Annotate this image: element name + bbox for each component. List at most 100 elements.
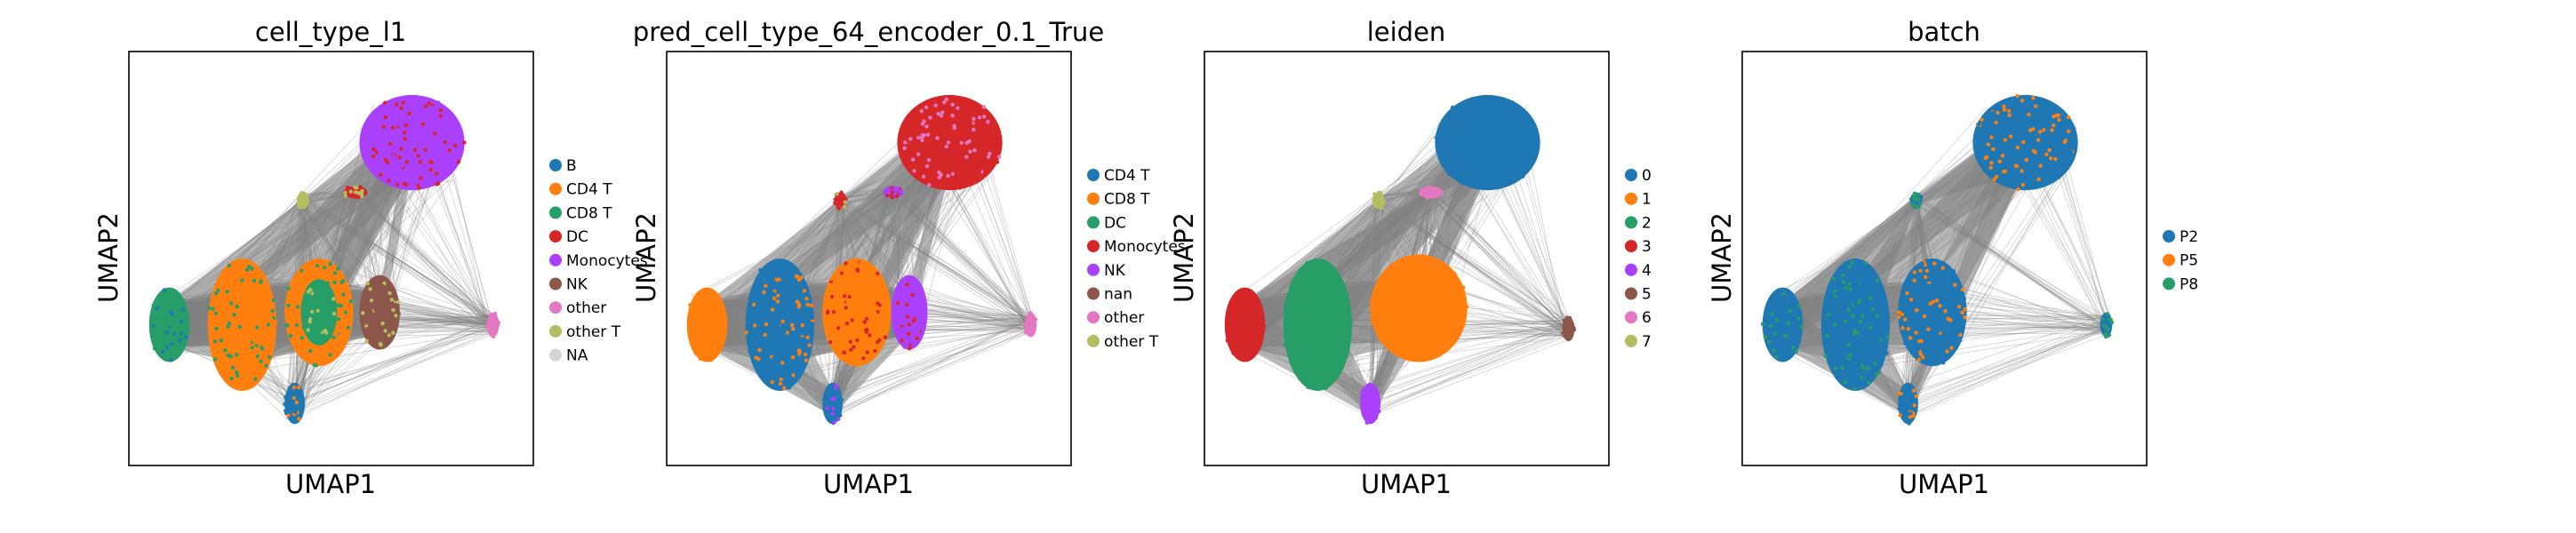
cell-point <box>1379 203 1383 207</box>
cell-point <box>1283 302 1288 306</box>
cell-point <box>353 195 358 199</box>
cell-point <box>419 176 423 180</box>
cell-point <box>449 141 454 146</box>
legend-marker <box>549 277 562 290</box>
cell-point <box>152 346 157 351</box>
cell-point <box>226 324 230 329</box>
cell-point <box>758 268 763 273</box>
cell-point <box>2016 187 2020 192</box>
legend-marker <box>1087 169 1100 181</box>
cell-point <box>247 265 252 269</box>
cell-point <box>1459 179 1464 184</box>
cell-point <box>2032 143 2037 148</box>
cluster <box>1022 311 1038 338</box>
cell-point <box>1413 304 1418 308</box>
cell-point <box>427 101 432 106</box>
cell-point <box>1900 295 1905 299</box>
legend-label: Monocytes <box>1104 238 1186 256</box>
cell-point <box>373 308 378 313</box>
cell-point <box>699 346 704 350</box>
cell-point <box>1330 274 1334 279</box>
cell-point <box>416 154 420 158</box>
legend-marker <box>2163 230 2175 243</box>
cell-point <box>1485 186 1490 191</box>
cell-point <box>301 325 306 330</box>
cell-point <box>770 379 774 385</box>
cluster-body <box>686 287 728 362</box>
cell-point <box>1403 350 1407 355</box>
cell-point <box>379 343 383 347</box>
cell-point <box>913 294 918 299</box>
cell-point <box>920 138 924 143</box>
cell-point <box>212 346 216 351</box>
cell-point <box>1865 331 1869 336</box>
cell-point <box>1247 355 1252 360</box>
cell-point <box>928 166 932 171</box>
cell-point <box>231 361 236 366</box>
cell-point <box>1850 311 1854 315</box>
cell-point <box>1310 335 1316 340</box>
cell-point <box>151 340 156 346</box>
scatter-area <box>128 51 534 466</box>
cell-point <box>1901 393 1907 397</box>
cell-point <box>1935 269 1940 274</box>
cell-point <box>2037 130 2043 134</box>
cell-point <box>1948 353 1952 357</box>
legend-item: 1 <box>1625 191 1652 209</box>
cell-point <box>1824 345 1828 350</box>
cell-point <box>1517 160 1522 165</box>
cell-point <box>1430 271 1436 275</box>
legend-label: other T <box>566 323 621 341</box>
cell-point <box>346 325 350 330</box>
cell-point <box>244 267 250 273</box>
cell-point <box>440 144 444 149</box>
cell-point <box>1283 342 1288 347</box>
cell-point <box>1948 339 1953 345</box>
cell-point <box>932 107 936 112</box>
cell-point <box>937 175 942 179</box>
cell-point <box>1903 317 1908 322</box>
cell-point <box>161 349 165 354</box>
cell-point <box>368 287 372 291</box>
legend-marker <box>549 230 562 243</box>
y-axis-label: UMAP2 <box>93 212 124 303</box>
cell-point <box>332 271 338 275</box>
cell-point <box>414 164 419 169</box>
cell-point <box>360 149 365 154</box>
cell-point <box>1491 174 1495 179</box>
legend-label: other <box>566 299 606 317</box>
cell-point <box>2027 112 2031 117</box>
cell-point <box>1493 103 1499 107</box>
cluster <box>1561 315 1577 342</box>
cell-point <box>797 329 802 334</box>
cell-point <box>859 347 863 352</box>
cell-point <box>1991 147 1996 152</box>
cell-point <box>753 361 758 366</box>
cell-point <box>2036 138 2041 142</box>
cell-point <box>236 373 240 378</box>
cell-point <box>1430 282 1435 287</box>
cell-point <box>1308 268 1314 274</box>
cell-point <box>700 298 706 302</box>
cell-point <box>248 260 253 265</box>
cell-point <box>1468 104 1474 109</box>
cell-point <box>1917 264 1922 269</box>
cell-point <box>910 157 916 162</box>
cell-point <box>2066 115 2071 120</box>
cell-point <box>435 182 439 187</box>
cell-point <box>1875 372 1879 377</box>
cell-point <box>1443 119 1447 124</box>
cell-point <box>975 138 980 143</box>
cell-point <box>1785 289 1790 293</box>
scatter-area <box>1741 51 2148 466</box>
cell-point <box>959 140 964 145</box>
cell-point <box>1906 386 1911 390</box>
cell-point <box>877 289 883 294</box>
cell-point <box>1768 323 1773 329</box>
cell-point <box>1329 278 1334 282</box>
cell-point <box>1844 285 1849 290</box>
cell-point <box>832 396 836 401</box>
cell-point <box>1914 394 1919 399</box>
cell-point <box>2020 182 2025 187</box>
cell-point <box>1404 261 1410 266</box>
